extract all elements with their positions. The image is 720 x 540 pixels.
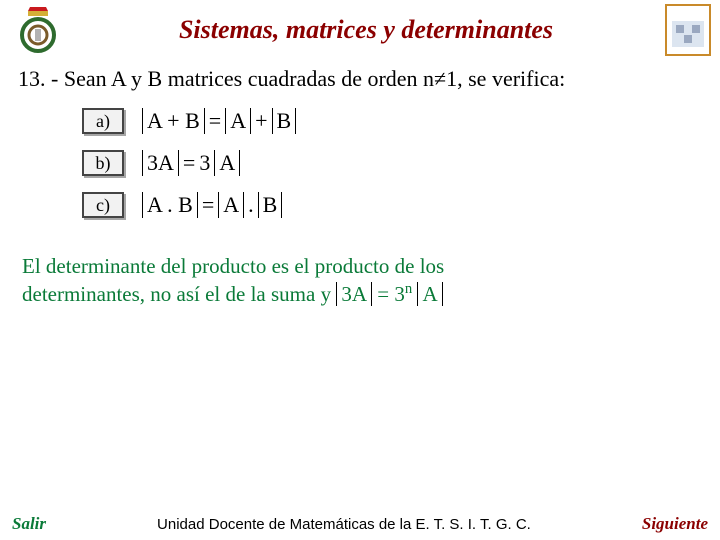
unit-label: Unidad Docente de Matemáticas de la E. T… bbox=[46, 516, 642, 533]
option-b-button[interactable]: b) bbox=[82, 150, 124, 176]
exit-button[interactable]: Salir bbox=[12, 514, 46, 534]
option-a-formula: A + B = A + B bbox=[142, 108, 296, 134]
option-a-button[interactable]: a) bbox=[82, 108, 124, 134]
option-b: b) 3A = 3 A bbox=[82, 146, 720, 180]
question-text: 13. - Sean A y B matrices cuadradas de o… bbox=[0, 60, 720, 94]
institution-crest-icon bbox=[8, 3, 68, 57]
option-c-button[interactable]: c) bbox=[82, 192, 124, 218]
university-shield-icon bbox=[664, 3, 712, 57]
page-title: Sistemas, matrices y determinantes bbox=[68, 15, 664, 45]
header: Sistemas, matrices y determinantes bbox=[0, 0, 720, 60]
options-list: a) A + B = A + B b) 3A = 3 A c) A . B = … bbox=[0, 104, 720, 222]
option-c: c) A . B = A . B bbox=[82, 188, 720, 222]
question-number: 13. - bbox=[18, 66, 58, 91]
option-a: a) A + B = A + B bbox=[82, 104, 720, 138]
footer: Salir Unidad Docente de Matemáticas de l… bbox=[0, 514, 720, 534]
next-button[interactable]: Siguiente bbox=[642, 514, 708, 534]
option-c-formula: A . B = A . B bbox=[142, 192, 282, 218]
option-b-formula: 3A = 3 A bbox=[142, 150, 240, 176]
explanation: El determinante del producto es el produ… bbox=[0, 252, 720, 309]
